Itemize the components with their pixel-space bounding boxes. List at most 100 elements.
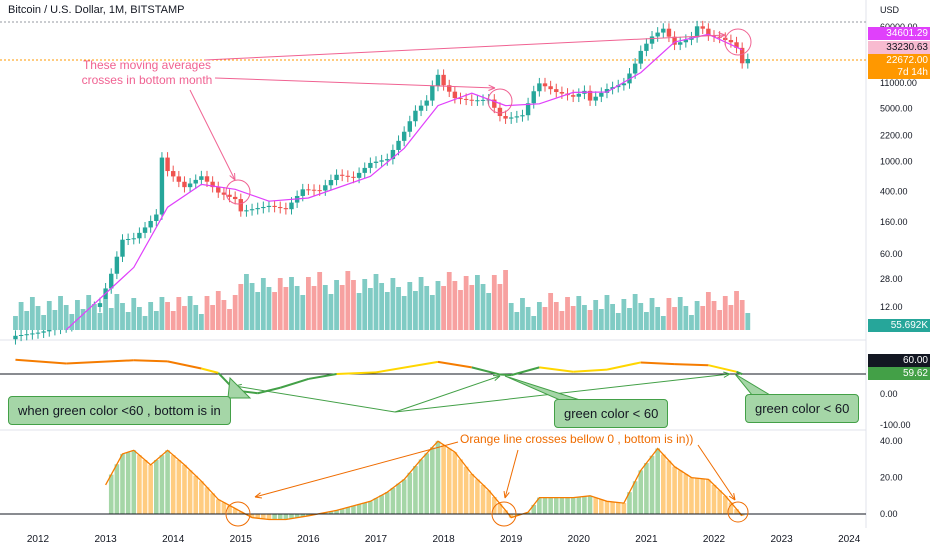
oscillator-bar [570, 497, 576, 514]
volume-bar [598, 309, 604, 330]
candle-body [278, 206, 283, 209]
rsi-segment [167, 360, 202, 370]
volume-bar [424, 286, 430, 330]
volume-bar [255, 292, 261, 330]
volume-bar [441, 286, 446, 330]
rsi-segment [471, 366, 501, 376]
oscillator-bar [553, 497, 559, 514]
volume-bar [705, 292, 711, 330]
rsi-value-badge: 59.62 [868, 367, 930, 380]
candle-body [531, 91, 536, 104]
candle-body [193, 179, 198, 184]
candle-body [187, 183, 193, 188]
candle-body [204, 176, 210, 182]
volume-bar [520, 298, 525, 330]
x-tick-label: 2024 [838, 534, 861, 545]
oscillator-bar [503, 510, 508, 514]
candle-body [599, 92, 604, 97]
candle-body [407, 121, 412, 132]
oscillator-bar [283, 514, 289, 520]
oscillator-bar [604, 501, 610, 514]
oscillator-bar [644, 463, 649, 514]
oscillator-bar [576, 497, 582, 514]
orange-arrow-head [728, 493, 736, 501]
volume-bar [176, 297, 182, 330]
x-tick-label: 2020 [568, 534, 591, 545]
candle-body [475, 100, 480, 102]
volume-bar [108, 308, 114, 330]
volume-bar [587, 310, 593, 330]
volume-bar [548, 293, 554, 330]
volume-bar [717, 310, 723, 330]
volume-bar [615, 313, 621, 330]
oscillator-bar [289, 514, 294, 519]
oscillator-bar [582, 496, 587, 514]
volume-bar [508, 303, 514, 330]
candle-body [700, 26, 705, 29]
volume-bar [486, 293, 492, 330]
orange-circle [727, 501, 749, 523]
volume-bar [328, 294, 334, 330]
oscillator-bar [193, 475, 199, 514]
volume-bar [458, 290, 463, 330]
oscillator-bar [565, 497, 570, 514]
oscillator-bar [362, 502, 368, 514]
volume-bar [593, 300, 599, 330]
candle-body [142, 227, 148, 233]
volume-bar [379, 283, 385, 330]
volume-bar [514, 312, 520, 330]
oscillator-bar [475, 479, 480, 514]
candle-body [401, 131, 407, 141]
volume-bar [373, 274, 379, 330]
candle-body [244, 210, 249, 212]
rsi-segment [336, 371, 377, 375]
candle-body [334, 174, 339, 181]
candle-body [368, 162, 373, 168]
volume-bar [103, 299, 108, 330]
volume-bar [24, 311, 30, 330]
candle-body [255, 208, 260, 210]
callout-pointer [504, 375, 581, 401]
rsi-segment [708, 364, 737, 373]
volume-bar [306, 277, 311, 330]
price-badge-countdown: 7d 14h [868, 66, 930, 79]
oscillator-bar [661, 454, 666, 514]
candle-body [683, 39, 689, 43]
volume-bar [582, 305, 587, 330]
volume-bar [531, 316, 537, 330]
rsi-segment [674, 363, 709, 367]
volume-bar [272, 292, 277, 330]
volume-bar [137, 307, 142, 330]
oscillator-bar [384, 492, 390, 514]
callout-pointer [734, 373, 772, 396]
candle-body [525, 103, 531, 116]
volume-bar [75, 300, 80, 330]
oscillator-bar [159, 455, 165, 514]
x-tick-label: 2017 [365, 534, 388, 545]
candle-body [711, 35, 717, 37]
candle-body [554, 89, 559, 93]
oscillator-bar [413, 466, 418, 514]
oscillator-bar [131, 450, 137, 514]
volume-bar [125, 312, 131, 330]
oscillator-bar [137, 455, 142, 514]
orange-arrow [254, 441, 459, 498]
candle-body [159, 157, 165, 215]
oscillator-line [105, 440, 743, 521]
oscillator-bar [599, 499, 604, 514]
volume-bar [52, 310, 58, 330]
volume-bar [86, 295, 92, 330]
candle-body [424, 100, 429, 106]
pink-arrow-head [488, 84, 496, 91]
oscillator-bar [373, 498, 379, 514]
candle-body [317, 190, 322, 192]
oscillator-bar [706, 479, 711, 514]
x-tick-label: 2018 [432, 534, 455, 545]
candle-body [447, 85, 452, 92]
oscillator-bar [232, 508, 238, 514]
oscillator-bar [266, 514, 272, 520]
candle-body [120, 239, 125, 257]
rsi-segment [736, 370, 743, 376]
oscillator-bar [430, 447, 435, 514]
